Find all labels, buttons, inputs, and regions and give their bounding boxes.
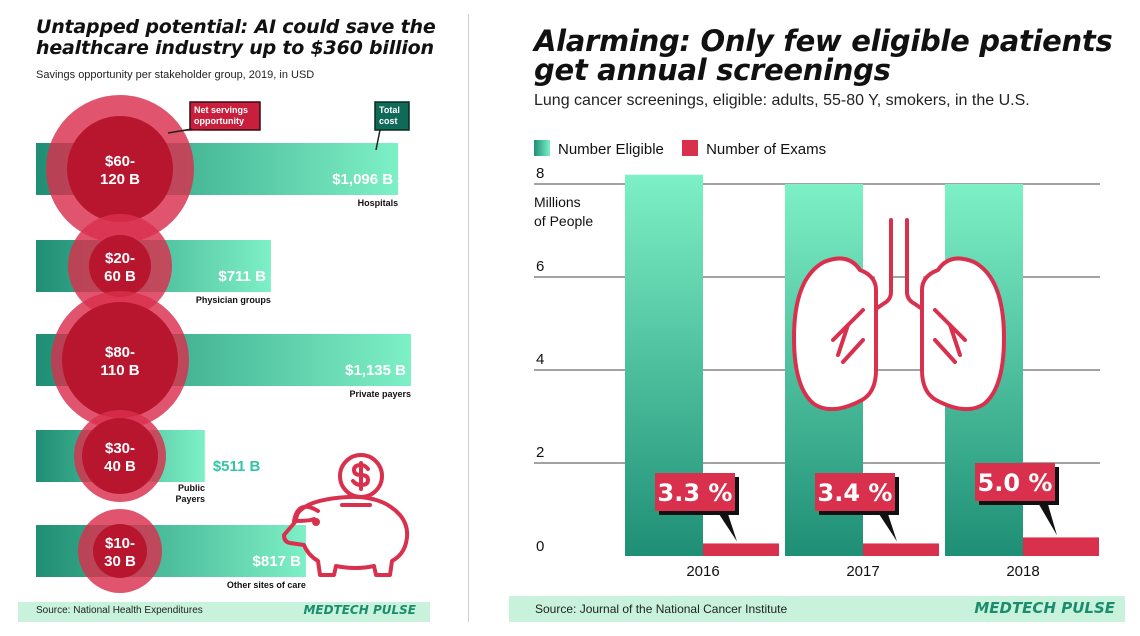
left-footer: Source: National Health Expenditures MED… [18,602,430,622]
left-title-line2: healthcare industry up to $360 billion [36,37,434,59]
left-chart: $1,096 B Hospitals $60-120 B $711 B Physicia… [36,95,411,593]
callout-net-line1: Net servings [194,105,248,115]
total-label-hospitals: $1,096 B [332,171,393,188]
right-title-line2: get annual screenings [534,53,891,87]
annotation-pointer-2017 [877,511,897,542]
annotation-box-2017 [815,473,895,511]
legend-swatch-eligible [534,140,550,156]
y-tick-4: 4 [536,351,544,368]
left-source: Source: National Health Expenditures [36,605,203,616]
category-label-other-sites-of-care: Other sites of care [227,580,306,590]
y-tick-6: 6 [536,258,544,275]
annotation-pointer-2016 [717,511,737,542]
right-title-line2-wrap: get annual screenings [532,50,1112,87]
net-label-hospitals-1: $60- [105,153,135,170]
annotation-label-2017: 3.4 % [818,479,893,507]
legend: Number Eligible Number of Exams [534,140,826,158]
total-label-other-sites-of-care: $817 B [253,553,302,570]
circle-inner-public-payers [82,418,158,494]
bar-exams-2017 [863,543,939,556]
annotation-label-2016: 3.3 % [658,479,733,507]
y-tick-2: 2 [536,444,544,461]
right-footer: Source: Journal of the National Cancer I… [509,596,1125,622]
x-tick-2016: 2016 [686,563,719,580]
net-label-hospitals-2: 120 B [100,171,140,188]
net-label-physician-groups-1: $20- [105,250,135,267]
category-label-physician-groups: Physician groups [196,295,271,305]
net-label-other-sites-of-care-2: 30 B [104,553,136,570]
net-label-public-payers-2: 40 B [104,458,136,475]
left-title: Untapped potential: AI could save the he… [36,17,446,59]
annotation-box-2018 [975,463,1055,501]
right-chart: 0 2 4 6 8 Millions of People 2016 3.3 % 2017 3.… [534,165,1100,580]
right-source: Source: Journal of the National Cancer I… [535,602,788,616]
circle-inner-private-payers [62,302,178,418]
left-subtitle: Savings opportunity per stakeholder grou… [36,69,315,81]
annotation-pointer-2018 [1037,501,1057,536]
net-label-private-payers-2: 110 B [100,362,139,379]
right-title: Alarming: Only few eligible patients get… [532,24,1113,87]
circle-inner-hospitals [67,116,173,222]
category-label-private-payers: Private payers [349,389,411,399]
legend-label-eligible: Number Eligible [558,141,664,158]
x-tick-2018: 2018 [1006,563,1039,580]
callout-total-cost: Total cost [374,101,410,151]
category-label-hospitals: Hospitals [358,198,399,208]
left-title-line1: Untapped potential: AI could save the [36,16,436,38]
category-label-public-payers: Public [178,483,205,493]
y-axis-label-line1: Millions [534,194,581,210]
right-subtitle: Lung cancer screenings, eligible: adults… [534,92,1030,109]
bar-exams-2016 [703,543,779,556]
lungs-icon [792,218,1006,412]
annotation-box-2016 [655,473,735,511]
total-label-private-payers: $1,135 B [345,362,406,379]
callout-total-line1: Total [379,105,400,115]
right-title-line1: Alarming: Only few eligible patients [534,24,1113,58]
right-brand: MEDTECH PULSE [974,599,1115,617]
y-tick-8: 8 [536,165,544,182]
y-tick-0: 0 [536,538,544,555]
left-brand: MEDTECH PULSE [303,603,416,617]
bar-exams-2018 [1023,537,1099,556]
annotation-label-2018: 5.0 % [978,469,1053,497]
net-label-physician-groups-2: 60 B [104,268,136,285]
legend-label-exams: Number of Exams [706,141,827,158]
x-tick-2017: 2017 [846,563,879,580]
right-title-line1-wrap: Alarming: Only few eligible patients [532,24,1113,61]
net-label-private-payers-1: $80- [105,344,135,361]
callout-net-savings: Net servings opportunity [167,101,261,134]
net-label-public-payers-1: $30- [105,440,135,457]
total-label-public-payers: $511 B [213,458,261,475]
callout-total-line2: cost [379,116,398,126]
circle-inner-physician-groups [89,235,151,297]
net-label-other-sites-of-care-1: $10- [105,535,135,552]
piggy-bank-icon [282,453,410,577]
legend-swatch-exams [682,140,699,156]
callout-net-line2: opportunity [194,116,244,126]
circle-inner-other-sites-of-care [93,524,147,578]
category-label-public-payers-2: Payers [175,494,205,504]
panel-divider [468,14,469,622]
y-axis-label-line2: of People [534,213,593,229]
total-label-physician-groups: $711 B [218,268,266,285]
